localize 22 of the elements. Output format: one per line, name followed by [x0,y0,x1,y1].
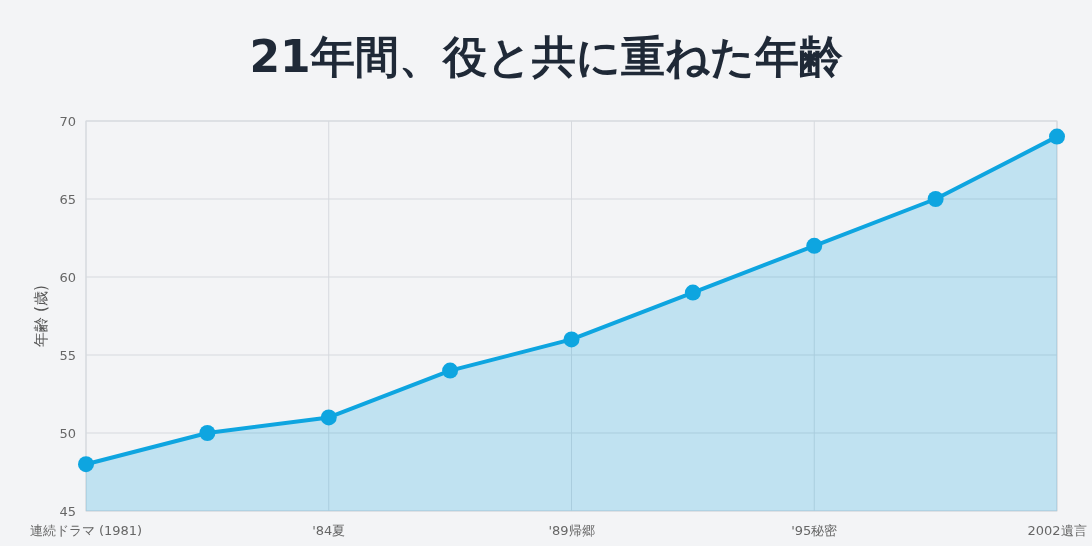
y-axis-title: 年齢 (歳) [32,285,50,347]
point [199,425,216,441]
x-tick-label: '89帰郷 [548,523,595,538]
y-tick-label: 65 [59,192,76,207]
point [1049,128,1065,145]
x-tick-label: '84夏 [312,523,346,538]
point [78,456,94,473]
chart-title: 21年間、役と共に重ねた年齢 [249,31,843,82]
y-tick-label: 60 [59,270,76,285]
point [320,409,337,426]
point [806,237,823,254]
point [927,191,944,207]
x-tick-label: 2002遺言 [1027,523,1087,538]
x-tick-label: 連続ドラマ (1981) [29,523,143,538]
point [684,284,701,301]
y-tick-label: 70 [59,114,76,129]
point [563,331,580,348]
y-tick-label: 50 [59,426,76,441]
y-tick-label: 55 [59,348,76,363]
y-tick-label: 45 [59,504,76,519]
point [442,362,459,379]
x-tick-label: '95秘密 [791,523,838,538]
